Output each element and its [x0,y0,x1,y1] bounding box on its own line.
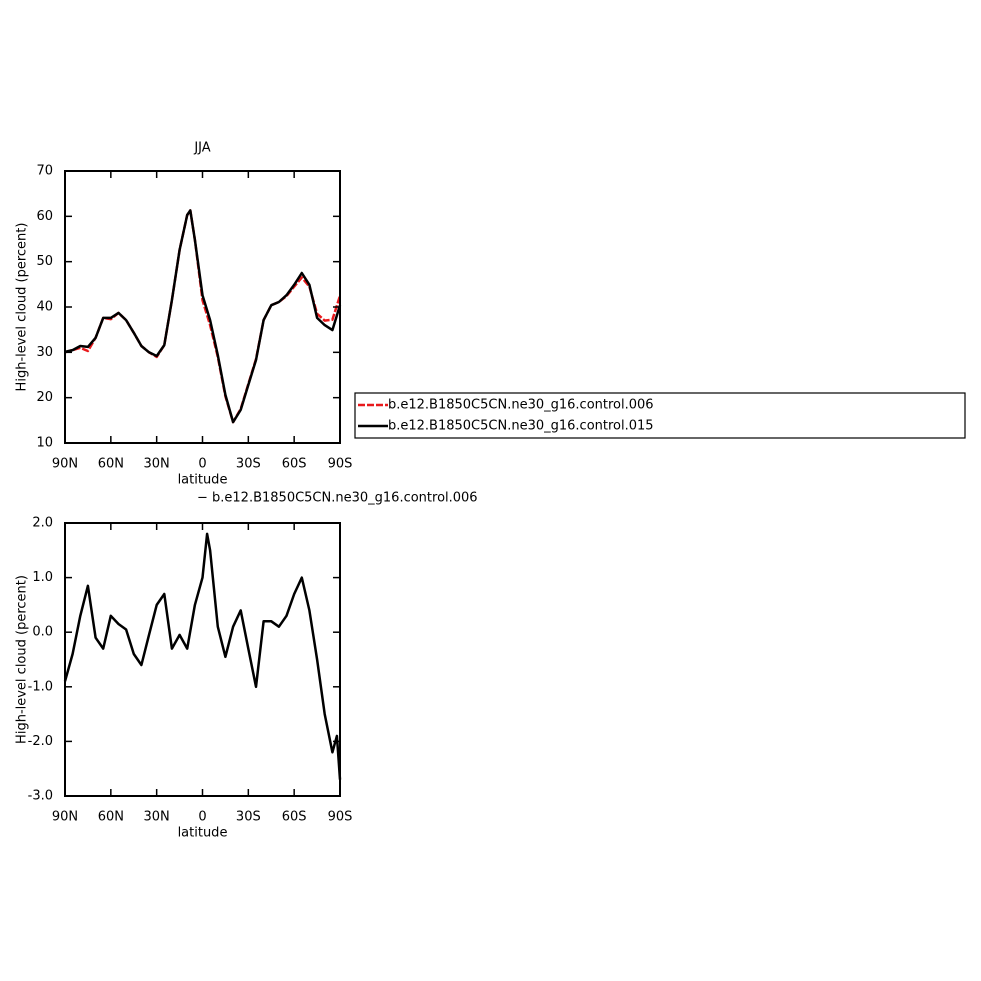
x-tick-label: 90N [52,810,78,825]
y-tick-label: 1.0 [32,570,53,585]
plot: 10 20 30 40 50 60 70 90N 60N 30N 0 30S 60S 90S latitud… [15,141,966,488]
data-line [64,209,342,424]
data-line [63,532,342,780]
x-tick-label: 30N [144,457,170,472]
y-tick-label: 40 [36,300,53,315]
legend-label: b.e12.B1850C5CN.ne30_g16.control.006 [388,398,654,413]
y-tick-label: 50 [36,254,53,269]
y-tick-label: 0.0 [32,625,53,640]
y-tick-label: -1.0 [28,679,53,694]
x-tick-label: 30N [144,810,170,825]
y-tick-label: 70 [36,164,53,179]
x-tick-label: 90S [328,457,353,472]
y-tick-label: 60 [36,209,53,224]
x-tick-label: 90S [328,810,353,825]
y-tick-label: -3.0 [28,789,53,804]
x-tick-label: 30S [236,457,261,472]
plot-frame [64,522,341,797]
x-tick-label: 60N [98,457,124,472]
x-tick-label: 60S [282,457,307,472]
x-tick-label: 0 [198,810,206,825]
y-tick-label: -2.0 [28,734,53,749]
x-tick-label: 60S [282,810,307,825]
legend-label: b.e12.B1850C5CN.ne30_g16.control.015 [388,419,654,434]
legend-frame [354,392,966,439]
chart-title: JJA [193,141,210,156]
chart-title: − b.e12.B1850C5CN.ne30_g16.control.006 [197,491,478,506]
y-tick-label: 2.0 [32,516,53,531]
plot: -3.0 -2.0 -1.0 0.0 1.0 2.0 90N 60N 30N 0 30S 60S 90S… [15,491,478,841]
y-axis-label: High-level cloud (percent) [15,575,30,744]
x-tick-label: 30S [236,810,261,825]
legend: b.e12.B1850C5CN.ne30_g16.control.006 b.e1… [354,392,966,439]
x-tick-label: 90N [52,457,78,472]
y-axis-label: High-level cloud (percent) [15,223,30,392]
x-tick-label: 60N [98,810,124,825]
x-tick-label: 0 [198,457,206,472]
y-tick-label: 10 [36,436,53,451]
x-axis-label: latitude [178,473,228,488]
data-line [64,209,342,424]
plot-frame [64,170,341,444]
y-tick-label: 30 [36,345,53,360]
x-axis-label: latitude [178,826,228,841]
y-tick-label: 20 [36,390,53,405]
